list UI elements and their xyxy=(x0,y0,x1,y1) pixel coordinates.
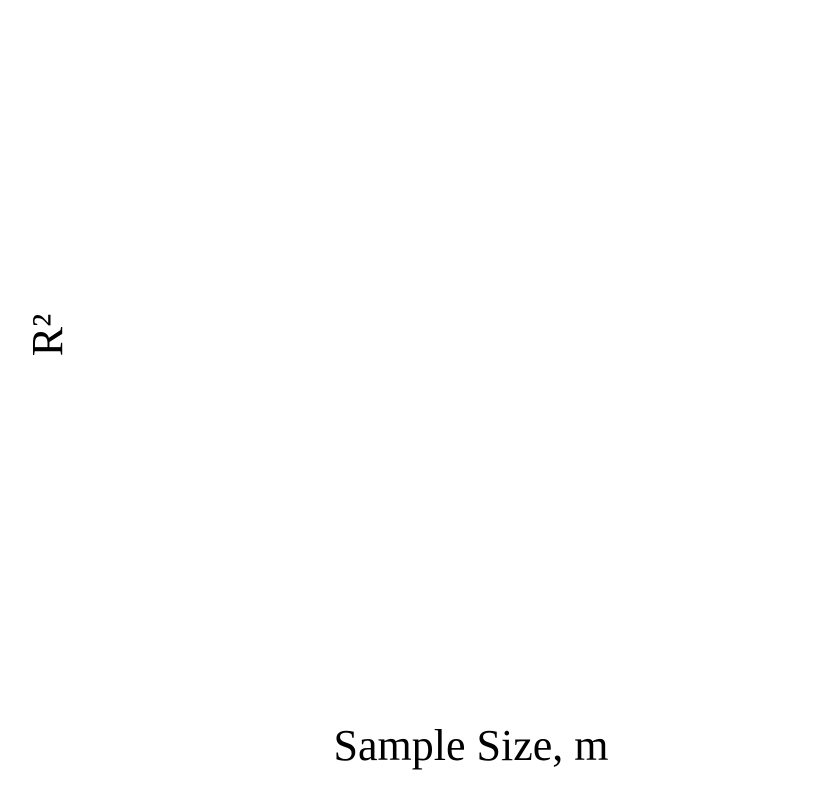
x-axis-label: Sample Size, m xyxy=(334,721,609,770)
y-axis-label: R² xyxy=(23,314,72,357)
